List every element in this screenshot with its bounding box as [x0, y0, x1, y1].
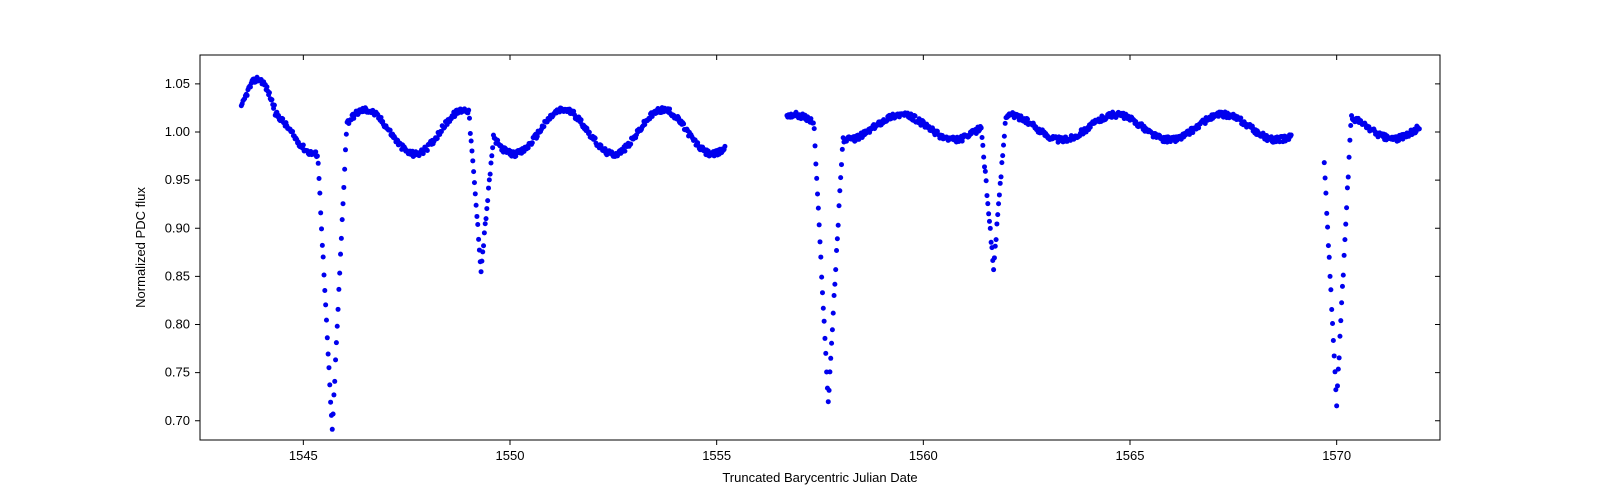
- x-axis-label: Truncated Barycentric Julian Date: [722, 470, 917, 485]
- chart-svg: 1545 1550 1555 1560 1565 1570 0.70 0.75 0.80 0.85…: [0, 0, 1600, 500]
- y-tick-label: 1.00: [165, 124, 190, 139]
- y-tick-label: 0.80: [165, 317, 190, 332]
- y-tick-label: 0.95: [165, 172, 190, 187]
- y-axis-label: Normalized PDC flux: [133, 187, 148, 308]
- x-tick-label: 1560: [909, 448, 938, 463]
- x-tick-label: 1555: [702, 448, 731, 463]
- x-tick-label: 1550: [496, 448, 525, 463]
- y-tick-label: 1.05: [165, 76, 190, 91]
- y-tick-label: 0.70: [165, 413, 190, 428]
- x-tick-label: 1565: [1116, 448, 1145, 463]
- x-tick-label: 1570: [1322, 448, 1351, 463]
- scatter-series: [239, 75, 1422, 432]
- lightcurve-chart: 1545 1550 1555 1560 1565 1570 0.70 0.75 0.80 0.85…: [0, 0, 1600, 500]
- y-tick-label: 0.75: [165, 365, 190, 380]
- y-tick-label: 0.90: [165, 220, 190, 235]
- y-tick-label: 0.85: [165, 268, 190, 283]
- x-tick-label: 1545: [289, 448, 318, 463]
